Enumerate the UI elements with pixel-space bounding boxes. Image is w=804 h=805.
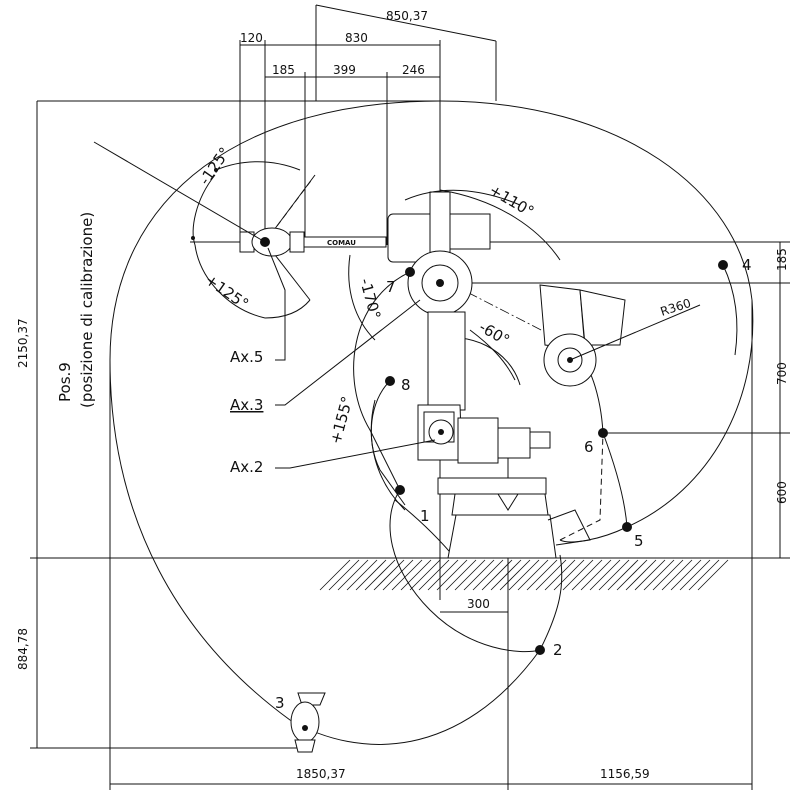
hatch-line <box>328 559 360 591</box>
point-8-label: 8 <box>401 376 411 394</box>
hatch-line <box>652 559 684 591</box>
hatch-line <box>364 559 396 591</box>
angle-minus170: -170° <box>356 276 384 321</box>
robot-main <box>387 191 591 559</box>
hatch-line <box>580 559 612 591</box>
hatch-line <box>562 559 594 591</box>
point-4-label: 4 <box>742 256 752 274</box>
hatch-line <box>643 559 675 591</box>
hatch-line <box>355 559 387 591</box>
point-2-marker <box>535 645 545 655</box>
axis-2-label: Ax.2 <box>230 458 263 476</box>
point-6-marker <box>598 428 608 438</box>
dim-600: 600 <box>775 481 789 504</box>
hatch-line <box>517 559 549 591</box>
hatch-line <box>688 559 720 591</box>
dim-1850: 1850,37 <box>296 767 346 781</box>
angle-plus155: +155° <box>326 394 356 446</box>
point-2-label: 2 <box>553 641 563 659</box>
dim-185-right: 185 <box>775 248 789 271</box>
hatch-line <box>481 559 513 591</box>
hatch-line <box>616 559 648 591</box>
point-1-label: 1 <box>420 507 430 525</box>
hatch-line <box>454 559 486 591</box>
hatch-line <box>526 559 558 591</box>
tool-pos3 <box>290 692 326 753</box>
hatch-line <box>409 559 441 591</box>
hatch-line <box>634 559 666 591</box>
point-4-marker <box>718 260 728 270</box>
hatch-line <box>400 559 432 591</box>
bottom-dimensions: 300 1850,37 1156,59 <box>109 300 753 790</box>
hatch-line <box>670 559 702 591</box>
hatch-line <box>598 559 630 591</box>
dim-185: 185 <box>272 63 295 77</box>
axis-3-label: Ax.3 <box>230 396 263 414</box>
hatch-line <box>382 559 414 591</box>
point-5-label: 5 <box>634 532 644 550</box>
dim-830: 830 <box>345 31 368 45</box>
dim-884: 884,78 <box>16 628 30 670</box>
hatch-line <box>697 559 729 591</box>
hatch-line <box>490 559 522 591</box>
point-7-label: 7 <box>386 278 396 296</box>
hatch-line <box>553 559 585 591</box>
hatch-line <box>463 559 495 591</box>
dim-700: 700 <box>775 362 789 385</box>
point-3-label: 3 <box>275 694 285 712</box>
hatch-line <box>337 559 369 591</box>
hatch-line <box>589 559 621 591</box>
axis-labels: Ax.5 Ax.3 Ax.2 <box>230 247 436 476</box>
hatch-line <box>346 559 378 591</box>
point-5-marker <box>622 522 632 532</box>
hatch-line <box>427 559 459 591</box>
point-7-marker <box>405 267 415 277</box>
axis-5-label: Ax.5 <box>230 348 263 366</box>
pos9-callout: Pos.9 (posizione di calibrazione) <box>56 141 266 408</box>
hatch-line <box>607 559 639 591</box>
wrist-right: R360 <box>539 284 701 387</box>
hatch-line <box>571 559 603 591</box>
hatch-line <box>445 559 477 591</box>
dim-850: 850,37 <box>386 9 428 23</box>
dim-300: 300 <box>467 597 490 611</box>
angle-plus125: +125° <box>202 271 252 314</box>
hatch-line <box>418 559 450 591</box>
wrist-pos9: COMAU <box>191 161 387 319</box>
point-1-marker <box>395 485 405 495</box>
hatch-line <box>544 559 576 591</box>
angle-plus110: +110° <box>486 181 537 221</box>
brand-label: COMAU <box>327 239 356 247</box>
left-dimensions: 2150,37 884,78 <box>16 101 316 749</box>
hatch-line <box>436 559 468 591</box>
hatch-line <box>472 559 504 591</box>
dim-2150: 2150,37 <box>16 318 30 368</box>
dim-246: 246 <box>402 63 425 77</box>
dim-120: 120 <box>240 31 263 45</box>
pos9-subtitle: (posizione di calibrazione) <box>78 212 96 408</box>
hatch-line <box>625 559 657 591</box>
point-6-label: 6 <box>584 438 594 456</box>
work-envelope <box>37 100 754 745</box>
hatch-line <box>319 559 351 591</box>
numbered-points: 1 2 3 4 5 6 7 8 <box>275 256 752 712</box>
angle-minus60: -60° <box>476 318 513 350</box>
hatch-line <box>508 559 540 591</box>
dim-399: 399 <box>333 63 356 77</box>
pos9-title: Pos.9 <box>56 362 74 402</box>
hatch-line <box>391 559 423 591</box>
ground-hatch <box>316 557 729 591</box>
hatch-line <box>661 559 693 591</box>
hatch-line <box>679 559 711 591</box>
hatch-line <box>373 559 405 591</box>
angle-arcs <box>348 189 521 511</box>
point-8-marker <box>385 376 395 386</box>
hatch-line <box>499 559 531 591</box>
dim-1156: 1156,59 <box>600 767 650 781</box>
